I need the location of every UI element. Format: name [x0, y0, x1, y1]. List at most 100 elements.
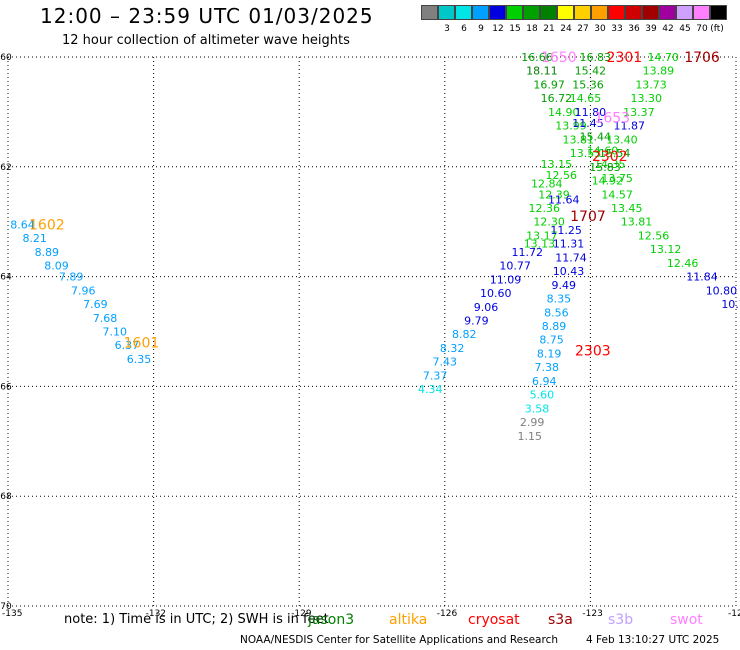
swh-value: 7.89 — [59, 271, 84, 284]
swh-value: 7.43 — [433, 356, 458, 369]
x-tick-label: -123 — [582, 609, 602, 619]
legend-swatch — [489, 5, 506, 20]
swh-value: 10.77 — [499, 260, 531, 273]
pass-time-label: 1602 — [29, 217, 65, 233]
swh-value: 6.35 — [127, 353, 152, 366]
swh-value: 13.12 — [650, 243, 682, 256]
swh-value: 14.57 — [601, 188, 633, 201]
x-tick-label: -120 — [728, 609, 740, 619]
legend-label: 27 — [577, 24, 589, 34]
swh-value: 1.15 — [517, 430, 542, 443]
x-tick-label: -132 — [146, 609, 166, 619]
swh-value: 14.90 — [548, 106, 580, 119]
swh-value: 11.31 — [553, 238, 585, 251]
swh-value: 8.32 — [440, 342, 465, 355]
swh-value: 13.81 — [621, 216, 653, 229]
swh-value: 12.46 — [667, 257, 699, 270]
swh-value: 12.56 — [546, 169, 578, 182]
swh-value: 14.65 — [570, 92, 602, 105]
swh-value: 11.09 — [490, 273, 522, 286]
satellite-label: swot — [670, 612, 703, 628]
swh-value: 16.66 — [521, 51, 553, 64]
swh-value: 13.37 — [623, 106, 655, 119]
legend-label: 24 — [560, 24, 572, 34]
legend-label: 45 — [679, 24, 691, 34]
swh-value: 13.89 — [643, 65, 675, 78]
swh-value: 15.83 — [589, 161, 621, 174]
swh-value: 13.53 — [570, 147, 602, 160]
pass-time-label: 2302 — [592, 149, 628, 165]
swh-value: 13.99 — [555, 120, 587, 133]
swh-value: 13.13 — [524, 238, 556, 251]
legend-swatch — [421, 5, 438, 20]
satellite-label: cryosat — [468, 612, 520, 628]
swh-value: 3.58 — [525, 402, 550, 415]
legend-swatch — [574, 5, 591, 20]
swh-value: 12.39 — [538, 188, 570, 201]
x-tick-label: -126 — [437, 609, 458, 619]
swh-value: 11.45 — [572, 117, 604, 130]
x-tick-label: -135 — [2, 609, 22, 619]
swh-value: 13.73 — [635, 78, 667, 91]
swh-value: 11.64 — [548, 194, 580, 207]
legend-swatch — [472, 5, 489, 20]
swh-value: 8.35 — [547, 293, 572, 306]
swh-value: 11.80 — [575, 106, 607, 119]
swh-value: 13.30 — [630, 92, 662, 105]
chart-title: 12:00 – 23:59 UTC 01/03/2025 — [40, 4, 374, 28]
swh-value: 15.36 — [572, 78, 604, 91]
swh-value: 15.44 — [580, 131, 612, 144]
swh-value: 12.30 — [533, 216, 565, 229]
legend-label: 15 — [509, 24, 521, 34]
legend-label: 70 — [696, 24, 708, 34]
swh-value: 9.06 — [474, 301, 499, 314]
legend-label: 33 — [611, 24, 623, 34]
swh-value: 7.96 — [71, 284, 96, 297]
y-tick-label: -60 — [0, 53, 12, 63]
swh-value: 7.38 — [534, 361, 559, 374]
swh-value: 8.89 — [35, 246, 60, 259]
swh-value: 10.60 — [480, 287, 512, 300]
chart-subtitle: 12 hour collection of altimeter wave hei… — [62, 33, 350, 48]
legend-swatch — [608, 5, 625, 20]
x-tick-label: -129 — [291, 609, 312, 619]
legend-label: 36 — [628, 24, 640, 34]
swh-value: 9.79 — [464, 315, 489, 328]
satellite-label: s3b — [608, 612, 634, 628]
swh-value: 10.80 — [706, 284, 738, 297]
swh-value: 7.10 — [103, 326, 128, 339]
footer-timestamp: 4 Feb 13:10:27 UTC 2025 — [586, 634, 720, 646]
swh-value: 10.7 — [721, 298, 740, 311]
swh-value: 14.60 — [587, 144, 619, 157]
swh-value: 11.25 — [550, 224, 582, 237]
swh-value: 14.35 — [594, 158, 626, 171]
legend-swatch — [625, 5, 642, 20]
swh-value: 13.75 — [601, 172, 633, 185]
swh-value: 12.56 — [638, 229, 670, 242]
footer-credit: NOAA/NESDIS Center for Satellite Applica… — [240, 634, 558, 646]
y-tick-label: -70 — [0, 602, 12, 612]
legend-swatch — [557, 5, 574, 20]
swh-value: 13.15 — [541, 158, 573, 171]
swh-value: 11.74 — [555, 251, 587, 264]
pass-time-label: 1707 — [570, 209, 606, 225]
legend-swatch — [642, 5, 659, 20]
pass-time-label: 2303 — [575, 344, 611, 360]
swh-value: 16.72 — [541, 92, 573, 105]
satellite-label: jason3 — [308, 612, 355, 628]
swh-value: 7.37 — [423, 369, 448, 382]
legend-label: 9 — [478, 24, 484, 34]
legend-swatch — [676, 5, 693, 20]
swh-value: 10.43 — [553, 265, 585, 278]
legend-swatch — [506, 5, 523, 20]
swh-value: 6.37 — [115, 339, 140, 352]
y-tick-label: -62 — [0, 163, 12, 173]
swh-value: 16.97 — [533, 78, 565, 91]
swh-value: 8.64 — [10, 218, 35, 231]
pass-time-label: 1706 — [684, 50, 720, 66]
swh-value: 12.84 — [531, 177, 563, 190]
swh-value: 18.11 — [526, 65, 558, 78]
swh-value: 6.94 — [532, 375, 557, 388]
legend-label: 6 — [461, 24, 467, 34]
